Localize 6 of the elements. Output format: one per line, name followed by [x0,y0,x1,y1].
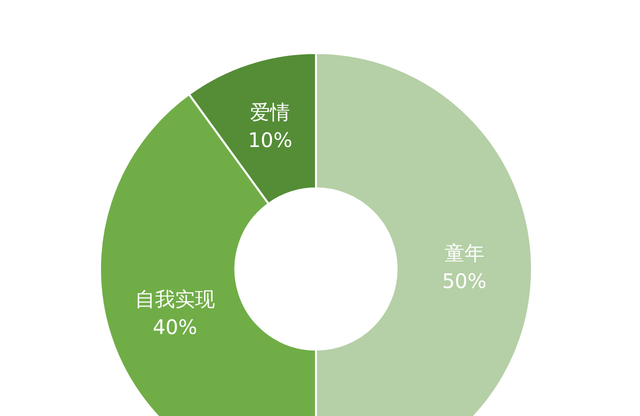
data-label: 50% [442,269,487,294]
slice-label: 自我实现 [134,287,215,312]
data-label: 40% [152,315,198,340]
data-label: 10% [248,128,292,152]
slice-label: 爱情 [250,100,290,124]
slice-label: 童年 [444,241,484,266]
